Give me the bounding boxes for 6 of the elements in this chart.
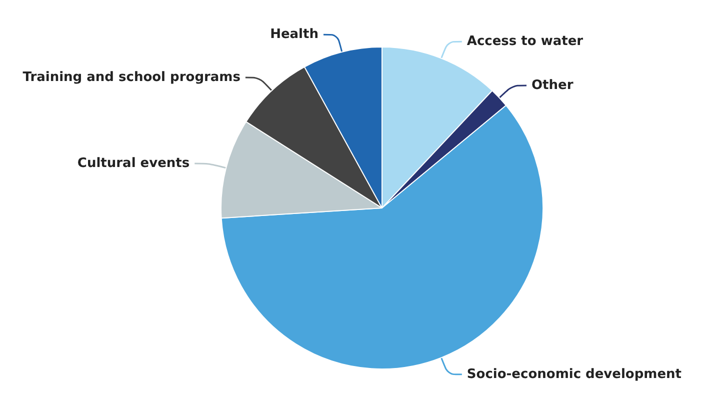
slice-label: Other (531, 78, 574, 93)
slice-label: Training and school programs (22, 70, 241, 86)
slice-label: Cultural events (77, 156, 190, 171)
slice-label: Socio-economic development (466, 366, 682, 382)
slice-label: Health (270, 27, 318, 42)
slice-label: Access to water (466, 34, 584, 50)
